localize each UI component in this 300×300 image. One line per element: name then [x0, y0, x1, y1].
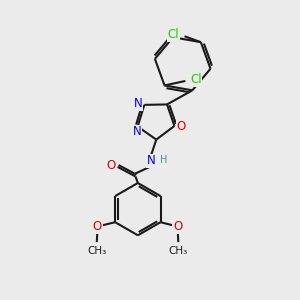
Text: H: H	[160, 155, 167, 165]
Text: O: O	[173, 220, 182, 233]
Text: Cl: Cl	[190, 73, 202, 86]
Text: N: N	[132, 125, 141, 138]
Text: N: N	[147, 154, 155, 167]
Text: O: O	[106, 159, 116, 172]
Text: CH₃: CH₃	[169, 246, 188, 256]
Text: CH₃: CH₃	[87, 246, 106, 256]
Text: N: N	[134, 97, 142, 110]
Text: Cl: Cl	[167, 28, 179, 41]
Text: O: O	[93, 220, 102, 233]
Text: O: O	[177, 120, 186, 133]
